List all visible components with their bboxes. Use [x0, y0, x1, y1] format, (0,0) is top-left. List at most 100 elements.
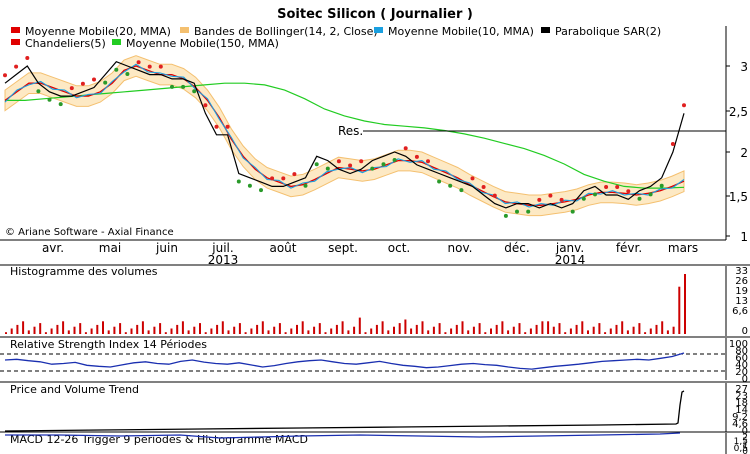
- month-label-janv: janv.: [555, 241, 584, 255]
- chandelier-dot: [325, 166, 330, 171]
- chandelier-dot: [515, 209, 519, 214]
- chandelier-dot: [670, 142, 675, 146]
- volume-bar: [587, 330, 589, 334]
- volume-bar: [484, 332, 487, 334]
- rsi-axis-label-40: 40: [735, 360, 748, 371]
- volume-bar: [250, 328, 253, 334]
- chandelier-dot: [392, 158, 397, 162]
- volume-bar: [467, 330, 470, 334]
- price-axis-label-3: 3: [740, 60, 748, 74]
- month-label-mars: mars: [668, 241, 698, 255]
- pvt-panel-title: Price and Volume Trend: [10, 383, 139, 396]
- volume-bar: [102, 321, 104, 334]
- month-label-aout: août: [269, 241, 296, 255]
- legend-swatch-bollinger: [180, 27, 189, 33]
- chandelier-dot: [559, 197, 564, 202]
- volume-bar: [364, 332, 367, 334]
- volume-bar: [375, 324, 378, 334]
- volume-bar: [227, 330, 230, 334]
- chandelier-dot: [203, 103, 208, 108]
- volume-bar: [62, 321, 65, 334]
- price-panel: 3 2,5 2 1,5 1 Res. © Ariane Software - A…: [3, 26, 748, 244]
- volume-bar: [136, 324, 139, 334]
- chandelier-dot: [637, 196, 642, 201]
- month-label-juin: juin: [155, 241, 178, 255]
- volume-bar: [130, 328, 133, 334]
- pvt-line: [4, 390, 685, 432]
- volume-bar: [529, 328, 532, 334]
- chandelier-dot: [348, 163, 353, 168]
- volume-bar: [341, 321, 344, 334]
- volume-bar: [404, 319, 407, 334]
- pvt-axis-label-18: 18: [735, 398, 748, 409]
- volume-bar: [193, 326, 196, 334]
- volume-bar: [296, 324, 298, 334]
- legend-label-ma10: Moyenne Mobile(10, MMA): [388, 25, 534, 38]
- chandelier-dot: [581, 196, 586, 201]
- chandelier-dot: [537, 197, 542, 202]
- volume-bar: [644, 332, 647, 334]
- volume-bar: [495, 324, 498, 334]
- volume-bar: [564, 332, 567, 334]
- rsi-axis-label-100: 100: [729, 339, 748, 350]
- volume-bar: [267, 330, 270, 334]
- volume-bar: [290, 328, 293, 334]
- chandelier-dot: [648, 192, 653, 197]
- resistance-label: Res.: [338, 124, 363, 138]
- volume-bar: [261, 321, 264, 334]
- chandelier-dot: [225, 124, 230, 129]
- volume-bar: [621, 321, 624, 334]
- volume-bar: [427, 330, 430, 334]
- volume-panel: Histogramme des volumes 33 26 19 13 6,6 …: [0, 264, 750, 337]
- chandelier-dot: [370, 166, 375, 171]
- chandelier-dot: [25, 56, 30, 60]
- chandelier-dot: [292, 172, 297, 177]
- volume-bar: [216, 324, 219, 334]
- chandelier-dot: [481, 185, 486, 189]
- legend-swatch-ma150: [112, 39, 121, 45]
- volume-bar: [284, 332, 287, 334]
- legend: Moyenne Mobile(20, MMA) Bandes de Bollin…: [11, 25, 661, 50]
- volume-bar: [638, 323, 641, 334]
- chandelier-dot: [281, 176, 286, 181]
- legend-label-ma150: Moyenne Mobile(150, MMA): [126, 37, 279, 50]
- volume-bar: [535, 324, 538, 334]
- volume-bar: [615, 324, 618, 334]
- volume-axis-label-33: 33: [735, 266, 748, 277]
- volume-bar: [672, 326, 675, 334]
- volume-bar: [609, 328, 612, 334]
- chandelier-dot: [114, 67, 119, 72]
- volume-bar: [16, 324, 19, 334]
- volume-bar: [256, 324, 259, 334]
- volume-bars: [5, 274, 686, 334]
- volume-bar: [22, 321, 25, 334]
- chandelier-dot: [259, 188, 263, 193]
- volume-bar: [90, 328, 93, 334]
- chandelier-dot: [448, 183, 453, 188]
- volume-bar: [170, 328, 173, 334]
- volume-bar: [67, 330, 70, 334]
- month-label-avr: avr.: [42, 241, 64, 255]
- volume-bar: [455, 324, 458, 334]
- chandelier-dot: [303, 183, 308, 188]
- volume-bar: [661, 321, 664, 334]
- time-axis: avr. mai juin juil. août sept. oct. nov.…: [0, 239, 726, 267]
- volume-bar: [335, 324, 338, 334]
- rsi-panel: Relative Strength Index 14 Périodes 100 …: [0, 336, 750, 385]
- pvt-axis-label-23: 23: [735, 391, 748, 402]
- chandelier-dot: [47, 97, 52, 102]
- chandelier-dot: [570, 209, 575, 214]
- rsi-axis-label-80: 80: [735, 346, 748, 357]
- chandelier-dot: [593, 192, 597, 197]
- chandelier-dot: [247, 183, 252, 188]
- chandelier-dot: [158, 64, 163, 69]
- legend-label-chandeliers: Chandeliers(5): [25, 37, 106, 50]
- volume-bar: [478, 323, 481, 334]
- volume-bar: [353, 326, 356, 334]
- month-label-dec: déc.: [504, 241, 529, 255]
- volume-axis-label-0: 0: [742, 326, 748, 337]
- pvt-panel: Price and Volume Trend 27 23 18 14 9,2 4…: [0, 381, 750, 437]
- volume-bar: [432, 326, 435, 334]
- macd-axis-label-2: 2: [742, 433, 748, 443]
